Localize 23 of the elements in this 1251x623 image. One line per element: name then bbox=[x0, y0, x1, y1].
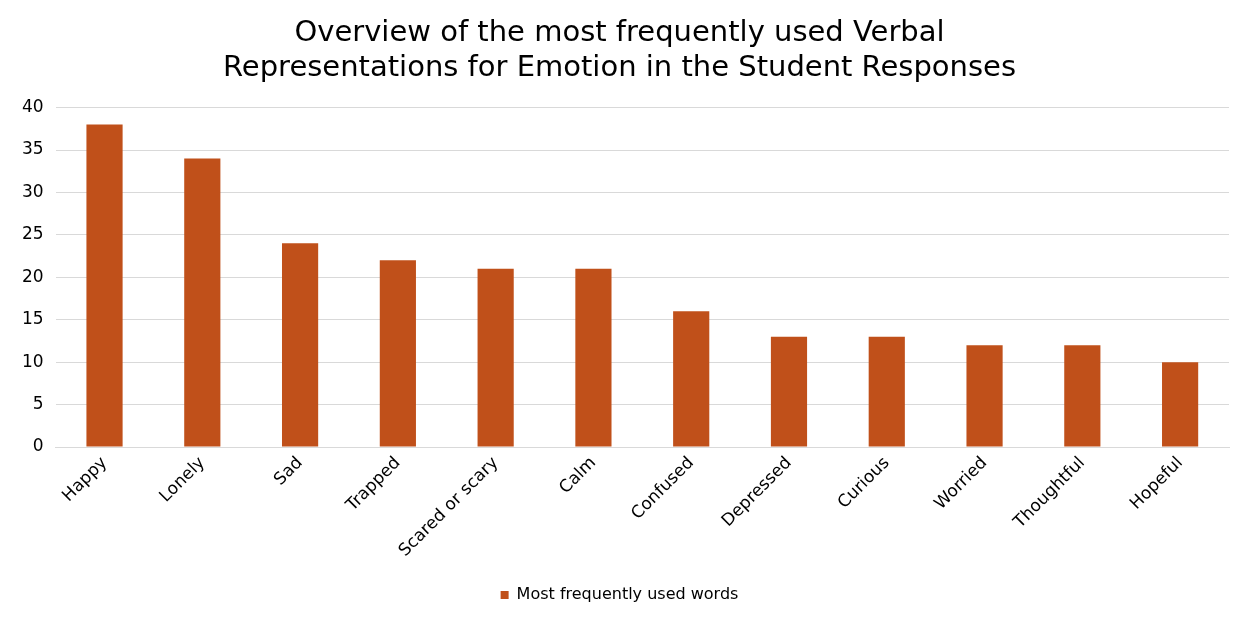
y-tick-label: 0 bbox=[32, 435, 44, 456]
bar bbox=[477, 268, 514, 447]
y-tick-label: 20 bbox=[21, 265, 44, 286]
bar bbox=[281, 243, 319, 447]
bar bbox=[673, 311, 710, 447]
y-tick-label: 35 bbox=[21, 138, 44, 159]
y-tick-label: 15 bbox=[21, 308, 44, 329]
chart-title: Overview of the most frequently used Verbal Representations for Emotion in the Student Responses bbox=[223, 13, 1016, 83]
bar bbox=[868, 336, 905, 447]
bar bbox=[184, 158, 221, 447]
y-tick-label: 40 bbox=[21, 96, 44, 117]
legend-label: Most frequently used words bbox=[516, 584, 739, 604]
bar bbox=[1064, 345, 1101, 447]
y-tick-label: 25 bbox=[21, 223, 44, 244]
bar bbox=[966, 345, 1003, 447]
y-tick-label: 5 bbox=[32, 393, 44, 414]
bar bbox=[575, 268, 612, 447]
y-tick-label: 30 bbox=[21, 180, 44, 201]
bar bbox=[770, 336, 808, 447]
bar bbox=[379, 260, 416, 447]
bar bbox=[86, 124, 123, 447]
y-tick-label: 10 bbox=[21, 350, 44, 371]
bar bbox=[1162, 362, 1199, 447]
